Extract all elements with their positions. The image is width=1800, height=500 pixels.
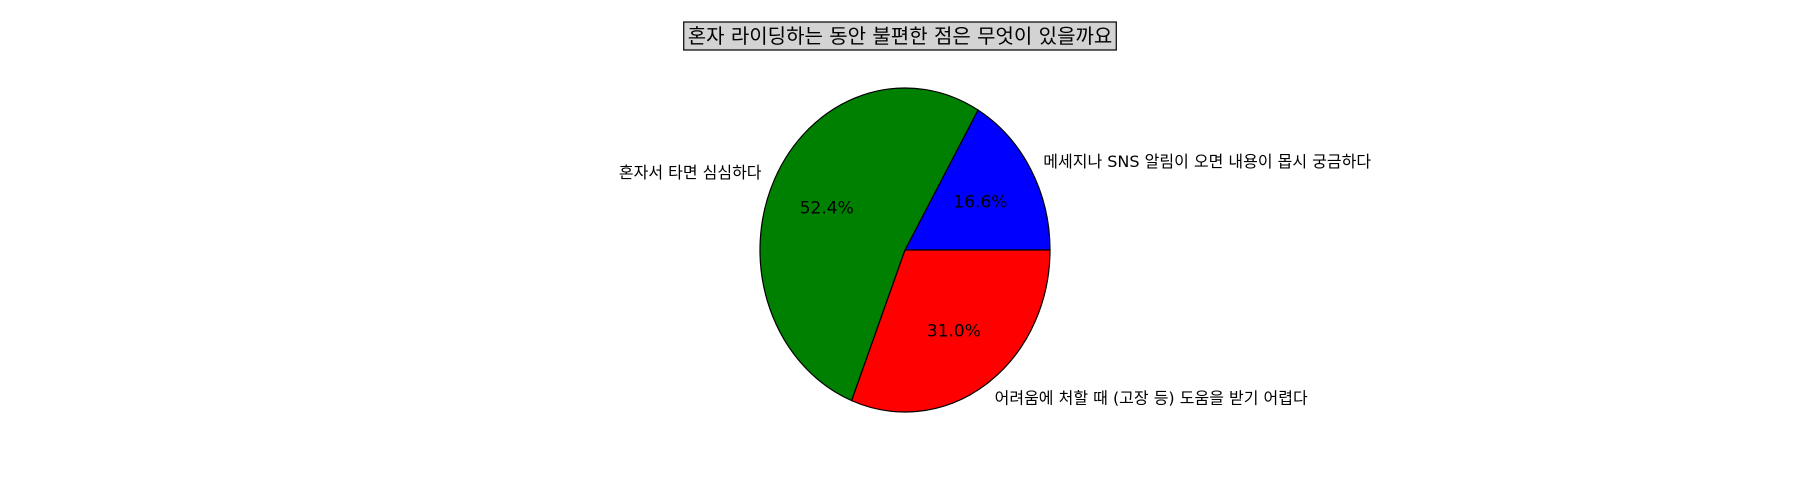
- pie-slice-3: [850, 249, 1051, 413]
- chart-title-box: 혼자 라이딩하는 동안 불편한 점은 무엇이 있을까요: [683, 21, 1117, 51]
- chart-title: 혼자 라이딩하는 동안 불편한 점은 무엇이 있을까요: [688, 24, 1113, 48]
- pie-slice-label-2: 혼자서 타면 심심하다: [619, 163, 762, 182]
- pie-slice-percent-3: 31.0%: [927, 321, 981, 341]
- pie-slices: [759, 87, 1051, 413]
- chart-title-background: [683, 21, 1117, 51]
- pie-labels: 16.6% 메세지나 SNS 알림이 오면 내용이 몹시 궁금하다 52.4% 혼자서…: [619, 152, 1371, 407]
- pie-slice-percent-2: 52.4%: [800, 199, 854, 219]
- pie-slice-percent-1: 16.6%: [953, 193, 1007, 213]
- pie-slice-label-3: 어려움에 처할 때 (고장 등) 도움을 받기 어렵다: [995, 388, 1308, 407]
- pie-slice-2: [759, 87, 979, 402]
- pie-slice-label-1: 메세지나 SNS 알림이 오면 내용이 몹시 궁금하다: [1043, 152, 1371, 171]
- pie-slice-1: [904, 109, 1051, 251]
